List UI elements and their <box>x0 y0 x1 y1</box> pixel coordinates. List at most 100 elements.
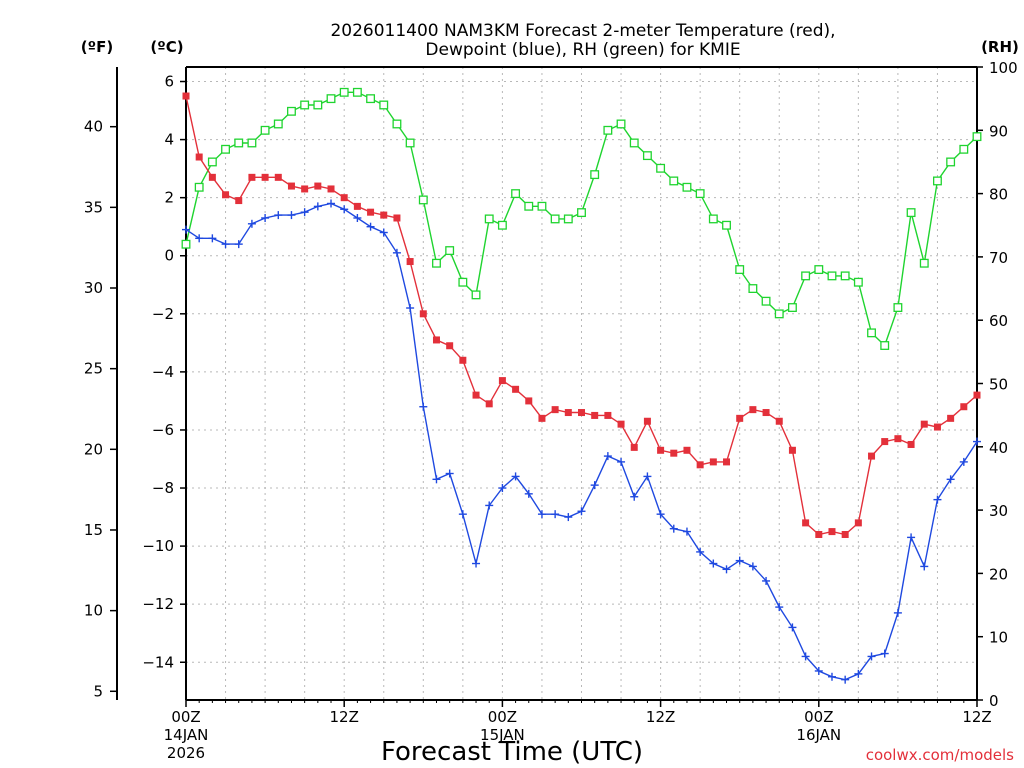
dewpoint-point <box>617 457 626 466</box>
rh-point <box>946 157 956 167</box>
dewpoint-point <box>722 565 731 574</box>
celsius-tick-label: −2 <box>152 305 174 323</box>
rh-point <box>880 341 890 350</box>
celsius-tick-label: 0 <box>164 247 174 265</box>
dewpoint-point <box>327 199 336 208</box>
rh-point <box>563 214 573 224</box>
temperature-point <box>709 458 717 466</box>
temperature-point <box>894 435 902 443</box>
temperature-point <box>432 336 440 344</box>
temperature-point <box>591 411 599 419</box>
rh-point <box>484 214 494 224</box>
series-temperature <box>182 92 981 538</box>
rh-point <box>326 94 336 104</box>
dewpoint-point <box>827 672 836 681</box>
time-date-label: 16JAN <box>796 726 841 744</box>
temperature-point <box>670 449 678 457</box>
temperature-point <box>419 310 427 318</box>
temperature-point <box>828 528 836 536</box>
temperature-point <box>327 185 335 193</box>
chart-title-line2: Dewpoint (blue), RH (green) for KMIE <box>425 40 740 60</box>
dewpoint-point <box>287 211 296 220</box>
rh-point <box>366 94 376 104</box>
rh-point <box>432 258 441 268</box>
temperature-point <box>947 414 955 422</box>
celsius-tick-label: −8 <box>152 479 174 497</box>
dewpoint-point <box>432 475 441 484</box>
rh-point <box>247 138 257 148</box>
temperature-point <box>630 443 638 451</box>
series-line <box>185 95 978 536</box>
dewpoint-point <box>630 492 639 501</box>
temperature-point <box>907 440 915 448</box>
rh-point <box>787 303 797 312</box>
rh-point <box>181 239 191 249</box>
fahrenheit-unit-label: (ºF) <box>81 38 113 56</box>
temperature-point <box>815 530 823 538</box>
dewpoint-point <box>419 402 428 411</box>
celsius-tick-label: −14 <box>142 653 174 671</box>
temperature-point <box>182 92 190 100</box>
dewpoint-point <box>353 213 362 222</box>
temperature-point <box>551 406 559 414</box>
temperature-point <box>380 211 388 219</box>
rh-point <box>221 144 230 154</box>
dewpoint-point <box>472 559 481 568</box>
rh-tick-label: 20 <box>989 565 1008 583</box>
celsius-tick-label: −12 <box>142 595 174 613</box>
rh-point <box>550 214 560 224</box>
dewpoint-point <box>524 489 533 498</box>
dewpoint-point <box>973 437 981 446</box>
rh-point <box>893 303 903 312</box>
rh-point <box>207 157 217 167</box>
rh-tick-label: 10 <box>989 629 1008 647</box>
rh-point <box>656 163 666 173</box>
dewpoint-point <box>392 248 401 257</box>
temperature-point <box>578 409 585 417</box>
rh-tick-label: 70 <box>989 249 1008 267</box>
temperature-point <box>683 446 691 454</box>
temperature-point <box>340 194 348 202</box>
axes <box>110 66 983 707</box>
gridlines <box>186 67 977 700</box>
rh-point <box>418 195 428 205</box>
rh-point <box>537 201 547 211</box>
rh-point <box>972 132 982 142</box>
rh-point <box>300 100 310 110</box>
dewpoint-point <box>564 513 573 522</box>
temperature-point <box>446 342 454 350</box>
temperature-point <box>657 446 665 454</box>
rh-point <box>748 284 758 293</box>
rh-point <box>669 176 679 186</box>
rh-point <box>339 87 349 97</box>
rh-tick-label: 30 <box>989 502 1008 520</box>
x-axis-label: Forecast Time (UTC) <box>381 737 643 767</box>
temperature-point <box>472 391 480 399</box>
dewpoint-point <box>669 524 678 533</box>
temperature-point <box>933 423 941 431</box>
rh-point <box>603 125 613 135</box>
temperature-point <box>235 197 243 205</box>
dewpoint-point <box>445 469 454 478</box>
rh-point <box>287 106 296 116</box>
temperature-point <box>973 391 981 399</box>
rh-point <box>801 271 811 281</box>
rh-tick-label: 100 <box>989 59 1018 77</box>
rh-point <box>959 144 969 154</box>
celsius-tick-label: 4 <box>164 131 174 149</box>
rh-point <box>708 214 718 224</box>
rh-point <box>260 125 270 135</box>
celsius-tick-label: −4 <box>152 363 174 381</box>
rh-point <box>273 119 283 129</box>
temperature-point <box>274 173 282 181</box>
dewpoint-point <box>748 562 757 571</box>
temperature-point <box>367 208 375 216</box>
dewpoint-point <box>247 219 256 228</box>
dewpoint-point <box>946 475 955 484</box>
dewpoint-point <box>709 559 718 568</box>
rh-point <box>774 309 784 319</box>
temperature-point <box>960 403 968 411</box>
fahrenheit-tick-label: 20 <box>84 440 103 458</box>
rh-unit-label: (RH) <box>981 38 1019 56</box>
temperature-point <box>775 417 783 425</box>
